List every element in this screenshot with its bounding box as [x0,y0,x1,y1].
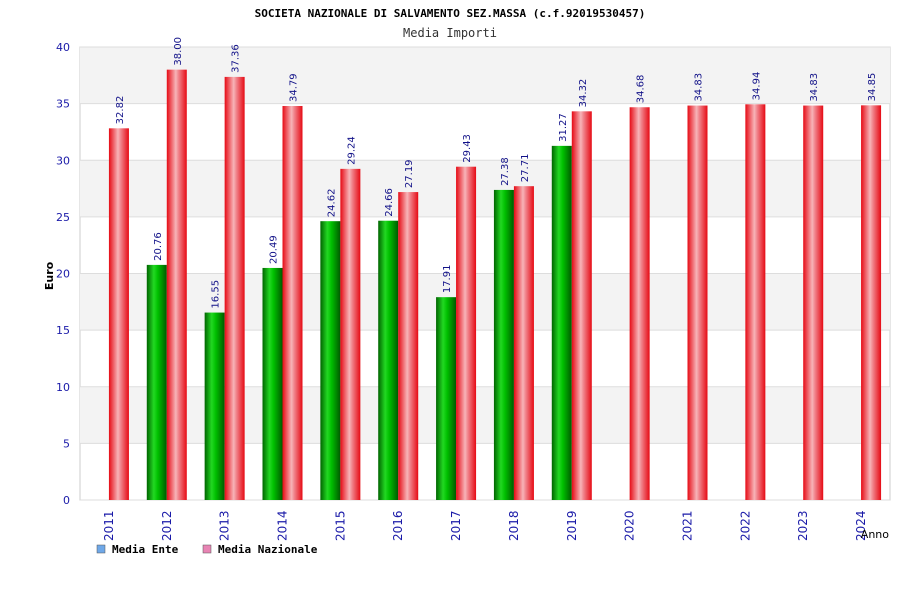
grid-band [80,160,890,217]
x-tick-label: 2014 [276,510,290,541]
bar-media-ente-2015 [320,221,341,500]
bar-media-nazionale-2015 [340,168,361,500]
bar-media-nazionale-2024 [861,105,882,500]
data-label: 34.68 [636,75,647,104]
bar-media-nazionale-2011 [108,128,129,500]
x-axis-label: Anno [861,528,889,541]
bar-media-ente-2012 [146,264,167,500]
data-label: 24.66 [384,188,395,217]
legend: Media Ente Media Nazionale [96,543,318,556]
grid-band [80,273,890,331]
y-axis-label: Euro [43,261,56,290]
data-label: 34.94 [751,72,762,101]
y-tick-label: 15 [56,324,70,337]
legend-label: Media Ente [112,543,179,556]
y-tick-label: 35 [56,98,70,111]
data-label: 34.83 [809,73,820,102]
legend-swatch [202,544,212,554]
y-tick-label: 20 [56,268,70,281]
bar-media-nazionale-2021 [687,105,708,501]
data-label: 27.71 [520,154,531,183]
bar-media-ente-2019 [551,145,572,500]
bar-media-nazionale-2017 [456,166,477,500]
x-tick-label: 2020 [623,510,637,541]
data-label: 34.79 [289,73,300,102]
chart-subtitle: Media Importi [403,26,497,40]
data-label: 29.24 [346,136,357,165]
data-label: 31.27 [558,113,569,142]
bar-media-nazionale-2023 [803,105,824,501]
y-axis-ticks: 0 5 10 15 20 25 30 35 40 [56,41,70,507]
data-label: 16.55 [211,280,222,309]
bar-media-ente-2018 [493,189,514,500]
grid-band [80,386,890,444]
x-axis-ticks: 2011 2012 2013 2014 2015 2016 2017 2018 2019 2020… [102,510,868,541]
y-tick-label: 40 [56,41,70,54]
bar-media-nazionale-2014 [282,106,303,501]
bar-media-nazionale-2019 [571,111,592,501]
x-tick-label: 2019 [565,510,579,541]
chart-title: SOCIETA NAZIONALE DI SALVAMENTO SEZ.MASS… [255,7,646,20]
x-tick-label: 2013 [218,510,232,541]
x-tick-label: 2017 [449,510,463,541]
x-tick-label: 2022 [738,510,752,541]
x-tick-label: 2021 [681,510,695,541]
y-tick-label: 30 [56,154,70,167]
data-label: 24.62 [326,189,337,218]
bar-media-nazionale-2020 [629,107,650,501]
x-tick-label: 2016 [391,510,405,541]
data-label: 34.32 [578,79,589,108]
x-tick-label: 2018 [507,510,521,541]
bar-media-ente-2017 [436,297,457,500]
x-tick-label: 2012 [160,510,174,541]
legend-swatch [96,544,106,554]
bar-media-ente-2014 [262,267,283,500]
data-labels: 32.82 20.76 38.00 16.55 37.36 20.49 34.79 24.62… [115,37,878,309]
data-label: 32.82 [115,96,126,125]
data-label: 38.00 [173,37,184,66]
y-tick-label: 5 [63,437,70,450]
bar-media-nazionale-2013 [224,76,245,500]
data-label: 17.91 [442,265,453,294]
bar-media-nazionale-2022 [745,104,766,500]
data-label: 34.85 [867,73,878,102]
bars [108,69,882,501]
data-label: 29.43 [462,134,473,163]
bar-media-nazionale-2012 [166,69,187,501]
bar-media-nazionale-2016 [398,192,419,501]
data-label: 20.49 [269,235,280,264]
grid-band [80,47,890,104]
legend-label: Media Nazionale [218,543,318,556]
data-label: 37.36 [231,44,242,73]
x-tick-label: 2023 [796,510,810,541]
bar-media-ente-2016 [378,220,399,500]
data-label: 27.19 [404,159,415,188]
y-tick-label: 10 [56,381,70,394]
data-label: 34.83 [694,73,705,102]
data-label: 27.38 [500,157,511,186]
data-label: 20.76 [153,232,164,261]
x-tick-label: 2024 [854,510,868,541]
x-tick-label: 2011 [102,510,116,541]
y-tick-label: 0 [63,494,70,507]
bar-media-ente-2013 [204,312,225,500]
x-tick-label: 2015 [333,510,347,541]
y-tick-label: 25 [56,211,70,224]
bar-media-nazionale-2018 [513,186,534,500]
